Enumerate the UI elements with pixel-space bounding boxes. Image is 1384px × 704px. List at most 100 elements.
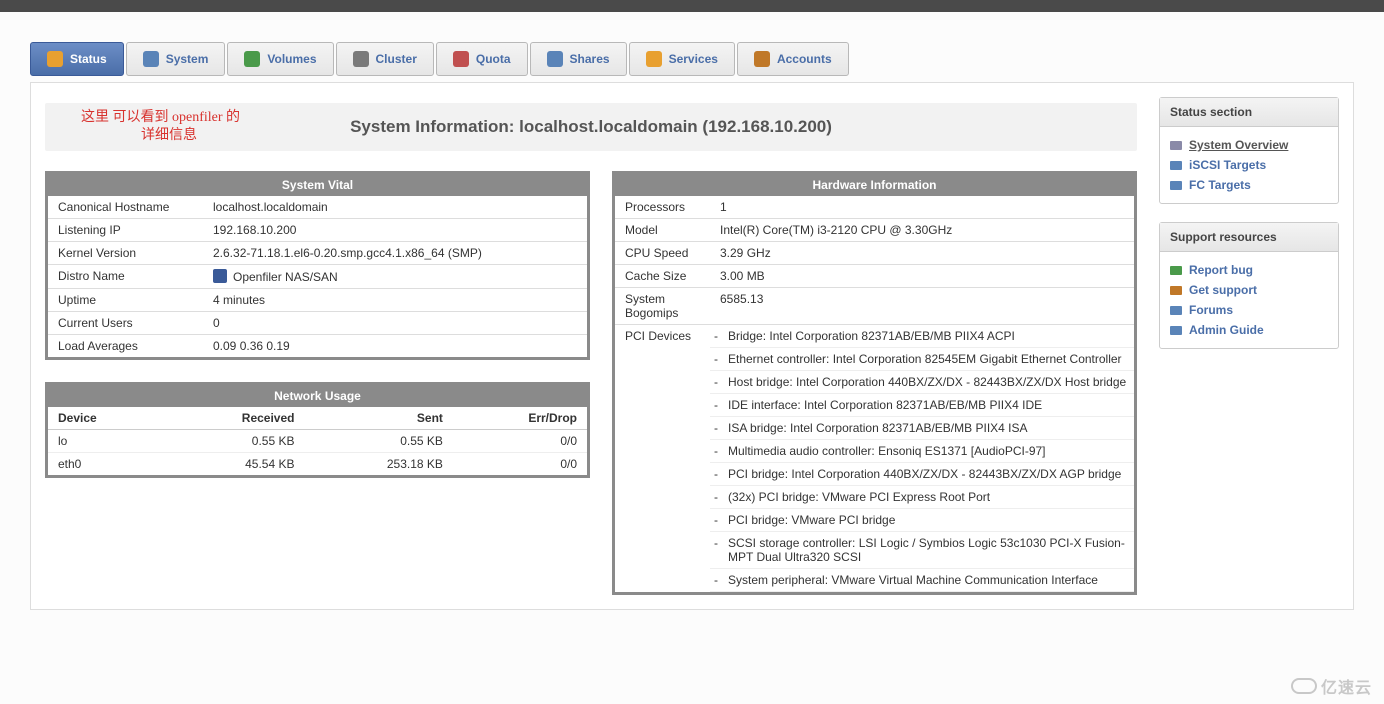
vital-value: 2.6.32-71.18.1.el6-0.20.smp.gcc4.1.x86_6… [203,242,587,265]
hw-value: 1 [710,196,1134,219]
tab-label: Cluster [376,52,417,66]
watermark: 亿速云 [1291,674,1372,698]
main-tabs: StatusSystem Volumes Cluster Quota Shares Ser… [30,42,1354,76]
side-link-label: Admin Guide [1189,323,1264,337]
system-vital-table: Canonical Hostnamelocalhost.localdomainL… [48,196,587,357]
tab-accounts[interactable]: Accounts [737,42,849,76]
side-link-label: FC Targets [1189,178,1251,192]
table-row: Processors1 [615,196,1134,219]
volumes-icon [244,51,260,67]
hardware-info-title: Hardware Information [615,174,1134,196]
content-area: 这里 可以看到 openfiler 的 详细信息 System Informat… [30,82,1354,610]
pci-device-item: PCI bridge: Intel Corporation 440BX/ZX/D… [710,463,1134,486]
hw-key: Cache Size [615,265,710,288]
hw-value: 3.00 MB [710,265,1134,288]
table-row: Listening IP192.168.10.200 [48,219,587,242]
bullet-icon [1170,306,1182,315]
side-link-label: Get support [1189,283,1257,297]
vital-value: 4 minutes [203,289,587,312]
vital-key: Listening IP [48,219,203,242]
network-usage-panel: Network Usage Device Received Sent Err/D… [45,382,590,478]
table-row: Canonical Hostnamelocalhost.localdomain [48,196,587,219]
net-sent: 0.55 KB [304,430,452,453]
side-link-label: Report bug [1189,263,1253,277]
pci-device-item: SCSI storage controller: LSI Logic / Sym… [710,532,1134,569]
table-row: Uptime4 minutes [48,289,587,312]
net-received: 45.54 KB [163,453,305,476]
bullet-icon [1170,286,1182,295]
net-received: 0.55 KB [163,430,305,453]
vital-value: 192.168.10.200 [203,219,587,242]
accounts-icon [754,51,770,67]
hw-key: CPU Speed [615,242,710,265]
bullet-icon [1170,141,1182,150]
tab-label: Accounts [777,52,832,66]
pci-devices-cell: Bridge: Intel Corporation 82371AB/EB/MB … [710,325,1134,593]
tab-shares[interactable]: Shares [530,42,627,76]
pci-device-item: PCI bridge: VMware PCI bridge [710,509,1134,532]
hw-value: Intel(R) Core(TM) i3-2120 CPU @ 3.30GHz [710,219,1134,242]
hardware-info-table: Processors1ModelIntel(R) Core(TM) i3-212… [615,196,1134,592]
tab-label: Volumes [267,52,316,66]
side-link-label: iSCSI Targets [1189,158,1266,172]
hw-key: Model [615,219,710,242]
table-row: Load Averages0.09 0.36 0.19 [48,335,587,358]
table-row: CPU Speed3.29 GHz [615,242,1134,265]
tab-label: Services [669,52,718,66]
tab-cluster[interactable]: Cluster [336,42,434,76]
watermark-text: 亿速云 [1321,674,1372,698]
tab-status[interactable]: Status [30,42,124,76]
system-vital-title: System Vital [48,174,587,196]
network-usage-title: Network Usage [48,385,587,407]
pci-device-item: (32x) PCI bridge: VMware PCI Express Roo… [710,486,1134,509]
pci-device-item: IDE interface: Intel Corporation 82371AB… [710,394,1134,417]
side-link-label: Forums [1189,303,1233,317]
bullet-icon [1170,266,1182,275]
tab-services[interactable]: Services [629,42,735,76]
pci-device-item: Ethernet controller: Intel Corporation 8… [710,348,1134,371]
vital-key: Distro Name [48,265,203,289]
tab-system[interactable]: System [126,42,226,76]
side-link-forums[interactable]: Forums [1170,300,1328,320]
side-link-admin-guide[interactable]: Admin Guide [1170,320,1328,340]
side-link-fc-targets[interactable]: FC Targets [1170,175,1328,195]
quota-icon [453,51,469,67]
table-row: PCI DevicesBridge: Intel Corporation 823… [615,325,1134,593]
page-banner: 这里 可以看到 openfiler 的 详细信息 System Informat… [45,103,1137,151]
top-bar [0,0,1384,12]
cluster-icon [353,51,369,67]
side-link-get-support[interactable]: Get support [1170,280,1328,300]
tab-quota[interactable]: Quota [436,42,528,76]
tab-label: Shares [570,52,610,66]
annotation-line2: 详细信息 [81,128,197,143]
table-row: lo0.55 KB0.55 KB0/0 [48,430,587,453]
network-usage-table: Device Received Sent Err/Drop lo0.55 KB0… [48,407,587,475]
pci-device-item: Bridge: Intel Corporation 82371AB/EB/MB … [710,325,1134,348]
cloud-icon [1291,678,1317,694]
table-row: ModelIntel(R) Core(TM) i3-2120 CPU @ 3.3… [615,219,1134,242]
table-row: Kernel Version2.6.32-71.18.1.el6-0.20.sm… [48,242,587,265]
side-link-system-overview: System Overview [1170,135,1328,155]
net-header-sent: Sent [304,407,452,430]
bullet-icon [1170,161,1182,170]
system-vital-panel: System Vital Canonical Hostnamelocalhost… [45,171,590,360]
hw-value: 3.29 GHz [710,242,1134,265]
shares-icon [547,51,563,67]
vital-key: Uptime [48,289,203,312]
tab-volumes[interactable]: Volumes [227,42,333,76]
vital-key: Kernel Version [48,242,203,265]
net-header-device: Device [48,407,163,430]
status-section-box: Status section System OverviewiSCSI Targ… [1159,97,1339,204]
annotation-line1: 这里 可以看到 openfiler 的 [81,110,240,125]
vital-value: localhost.localdomain [203,196,587,219]
pci-device-item: Host bridge: Intel Corporation 440BX/ZX/… [710,371,1134,394]
hw-key: System Bogomips [615,288,710,325]
table-row: Current Users0 [48,312,587,335]
net-sent: 253.18 KB [304,453,452,476]
status-icon [47,51,63,67]
side-link-report-bug[interactable]: Report bug [1170,260,1328,280]
side-link-iscsi-targets[interactable]: iSCSI Targets [1170,155,1328,175]
pci-device-item: Multimedia audio controller: Ensoniq ES1… [710,440,1134,463]
hw-key: PCI Devices [615,325,710,593]
table-row: System Bogomips6585.13 [615,288,1134,325]
